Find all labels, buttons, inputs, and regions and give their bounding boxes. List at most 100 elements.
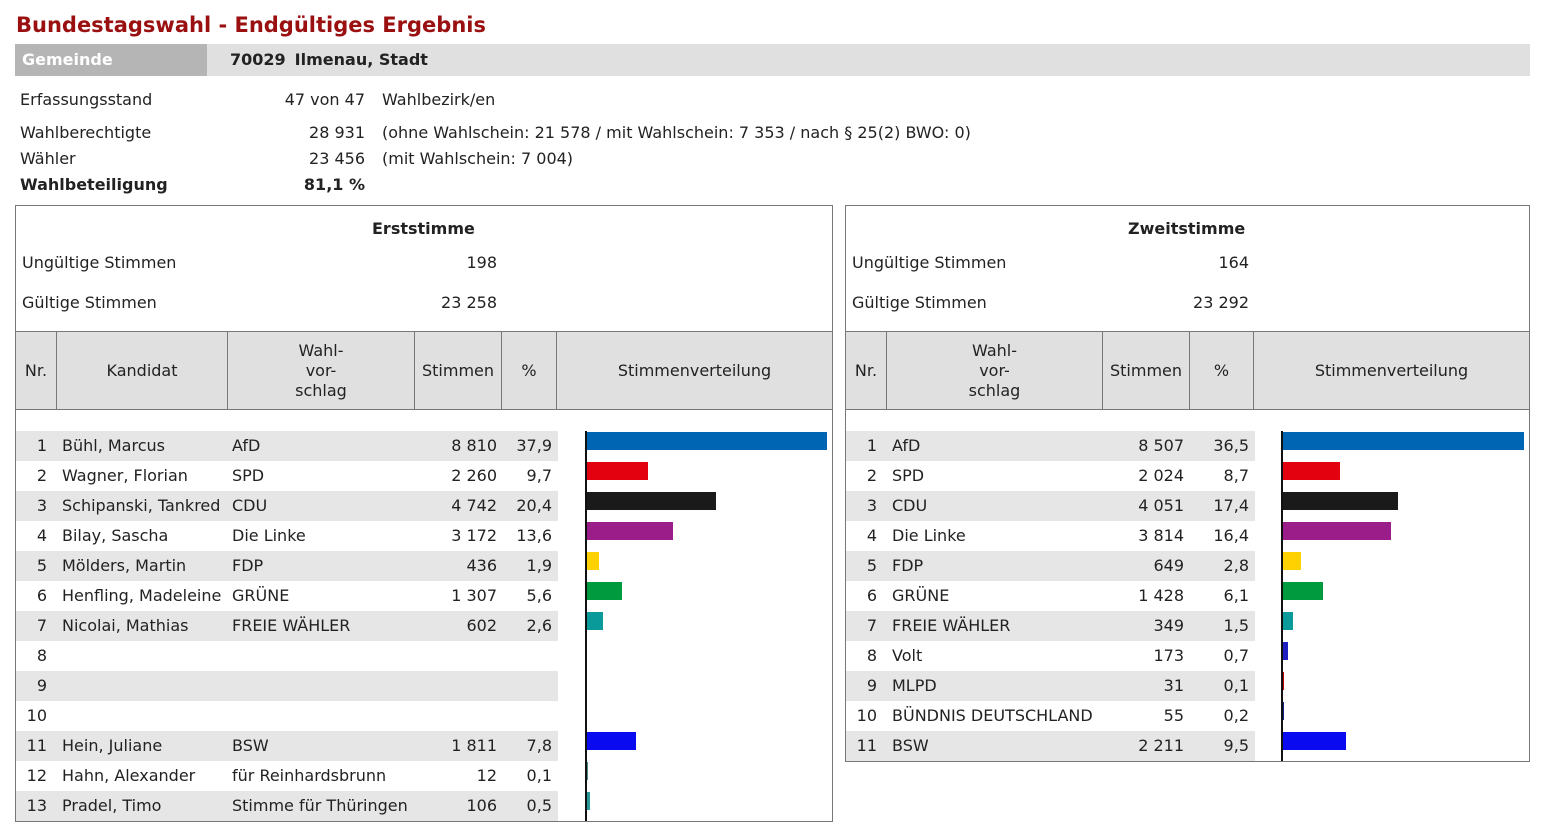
vote-bar [587,462,649,480]
cell-kandidat: Bühl, Marcus [62,436,165,455]
table-row: 3 Schipanski, Tankred CDU 4 742 20,4 [16,491,832,521]
ungueltig-label: Ungültige Stimmen [852,253,1007,272]
cell-partei: BÜNDNIS DEUTSCHLAND [892,706,1093,725]
cell-partei: AfD [892,436,921,455]
cell-nr: 4 [866,526,877,545]
cell-nr: 10 [856,706,877,725]
cell-kandidat: Pradel, Timo [62,796,162,815]
table-row: 11 Hein, Juliane BSW 1 811 7,8 [16,731,832,761]
cell-nr: 11 [856,736,877,755]
table-row: 5 FDP 649 2,8 [846,551,1529,581]
cell-nr: 12 [26,766,47,785]
ungueltig-value: 198 [466,253,497,272]
cell-nr: 1 [36,436,47,455]
cell-kandidat: Bilay, Sascha [62,526,169,545]
vote-bar [1283,582,1324,600]
info-label: Erfassungsstand [20,90,153,109]
cell-prozent: 2,8 [1223,556,1249,575]
table-row: 9 MLPD 31 0,1 [846,671,1529,701]
info-note: (ohne Wahlschein: 21 578 / mit Wahlschei… [382,123,971,142]
cell-partei: CDU [892,496,928,515]
cell-stimmen: 106 [466,796,497,815]
header-nr: Nr. [846,332,887,409]
vote-bar [1283,702,1285,720]
table-row: 10 BÜNDNIS DEUTSCHLAND 55 0,2 [846,701,1529,731]
header-wahlvorschlag: Wahl-vor-schlag [228,332,415,409]
vote-bar [1283,552,1302,570]
cell-stimmen: 1 428 [1138,586,1184,605]
cell-stimmen: 1 307 [451,586,497,605]
header-wahlvorschlag: Wahl-vor-schlag [887,332,1103,409]
header-kandidat: Kandidat [57,332,228,409]
gueltig-value: 23 292 [1193,293,1249,312]
cell-stimmen: 2 024 [1138,466,1184,485]
table-row: 13 Pradel, Timo Stimme für Thüringen 106 0,5 [16,791,832,821]
table-row: 2 SPD 2 024 8,7 [846,461,1529,491]
cell-kandidat: Schipanski, Tankred [62,496,221,515]
cell-nr: 2 [36,466,47,485]
cell-partei: BSW [232,736,269,755]
cell-prozent: 17,4 [1213,496,1249,515]
table-row: 8 Volt 173 0,7 [846,641,1529,671]
cell-prozent: 36,5 [1213,436,1249,455]
cell-partei: GRÜNE [892,586,950,605]
vote-bar [587,432,827,450]
table-row: 7 Nicolai, Mathias FREIE WÄHLER 602 2,6 [16,611,832,641]
cell-nr: 3 [36,496,47,515]
gemeinde-name: Ilmenau, Stadt [294,50,428,69]
table-row: 4 Die Linke 3 814 16,4 [846,521,1529,551]
cell-stimmen: 602 [466,616,497,635]
info-value: 28 931 [309,123,365,142]
table-row: 7 FREIE WÄHLER 349 1,5 [846,611,1529,641]
gueltig-value: 23 258 [441,293,497,312]
cell-nr: 5 [36,556,47,575]
table-row: 12 Hahn, Alexander für Reinhardsbrunn 12 0,1 [16,761,832,791]
info-row: Wähler 23 456 [0,149,365,169]
ungueltig-value: 164 [1218,253,1249,272]
cell-partei: GRÜNE [232,586,290,605]
cell-stimmen: 349 [1153,616,1184,635]
vote-bar [587,792,591,810]
table-header: Nr. Kandidat Wahl-vor-schlag Stimmen% Stimme… [16,331,832,410]
cell-partei: CDU [232,496,268,515]
cell-prozent: 9,7 [526,466,552,485]
info-value: 47 von 47 [284,90,365,109]
cell-stimmen: 4 051 [1138,496,1184,515]
row-background [16,431,558,461]
cell-prozent: 13,6 [516,526,552,545]
vote-bar [587,612,604,630]
cell-prozent: 0,1 [1223,676,1249,695]
vote-bar [587,582,623,600]
cell-nr: 8 [36,646,47,665]
row-background [16,611,558,641]
cell-nr: 8 [866,646,877,665]
cell-stimmen: 1 811 [451,736,497,755]
vote-bar [1283,492,1398,510]
info-label: Wahlbeteiligung [20,175,168,194]
vote-bar [1283,642,1288,660]
row-background [846,731,1255,761]
cell-prozent: 2,6 [526,616,552,635]
cell-prozent: 0,5 [526,796,552,815]
table-row: 1 Bühl, Marcus AfD 8 810 37,9 [16,431,832,461]
cell-prozent: 1,9 [526,556,552,575]
info-value: 81,1 % [303,175,365,194]
gueltig-label: Gültige Stimmen [852,293,987,312]
cell-kandidat: Hahn, Alexander [62,766,196,785]
cell-partei: für Reinhardsbrunn [232,766,387,785]
cell-nr: 4 [36,526,47,545]
cell-stimmen: 55 [1163,706,1184,725]
table-row: 1 AfD 8 507 36,5 [846,431,1529,461]
cell-prozent: 0,7 [1223,646,1249,665]
row-background [16,491,558,521]
header-prozent: % [1190,332,1254,409]
cell-kandidat: Nicolai, Mathias [62,616,189,635]
cell-stimmen: 8 810 [451,436,497,455]
info-label: Wähler [20,149,76,168]
table-row: 4 Bilay, Sascha Die Linke 3 172 13,6 [16,521,832,551]
cell-prozent: 6,1 [1223,586,1249,605]
cell-stimmen: 3 814 [1138,526,1184,545]
info-note: (mit Wahlschein: 7 004) [382,149,574,168]
row-background [846,551,1255,581]
cell-stimmen: 4 742 [451,496,497,515]
